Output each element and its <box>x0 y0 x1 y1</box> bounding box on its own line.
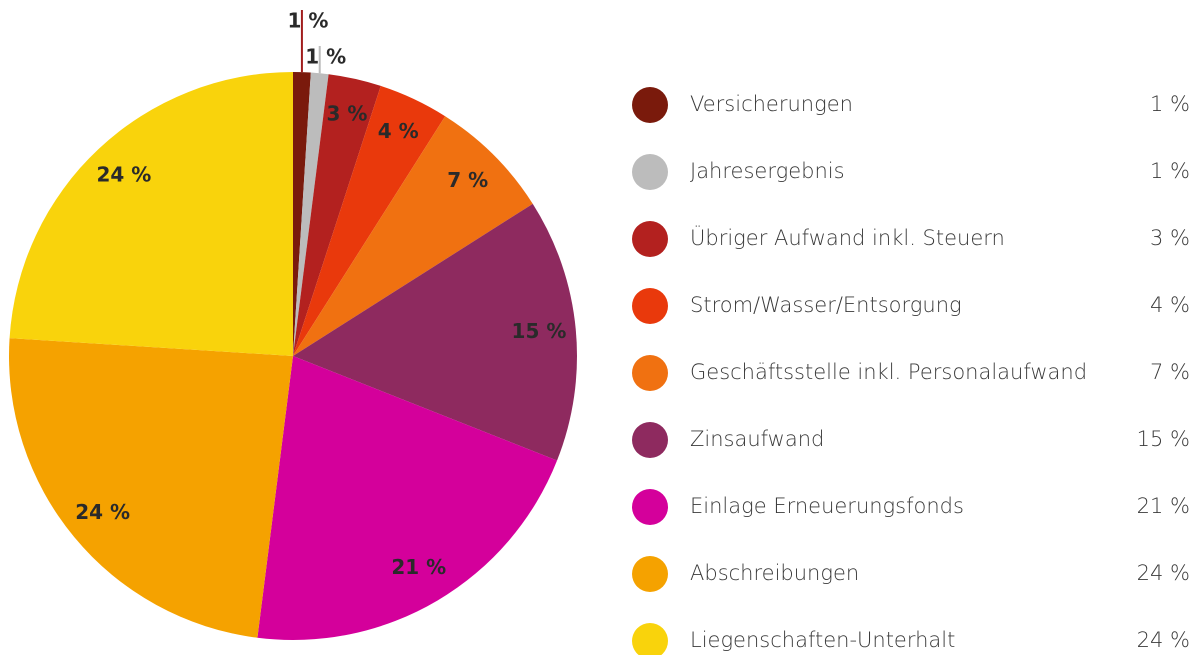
slice-label: 4 % <box>378 119 419 143</box>
legend-swatch <box>632 422 668 458</box>
legend-label: Strom/Wasser/Entsorgung <box>690 293 962 317</box>
legend-swatch <box>632 556 668 592</box>
slice-label: 24 % <box>96 162 151 186</box>
legend-value: 24 % <box>1137 628 1190 652</box>
legend-label: Versicherungen <box>690 92 853 116</box>
pie-slice <box>8 338 293 638</box>
legend-swatch <box>632 221 668 257</box>
slice-label: 7 % <box>447 168 488 192</box>
legend-value: 7 % <box>1150 360 1190 384</box>
legend-label: Abschreibungen <box>690 561 859 585</box>
pie-slice <box>293 203 577 461</box>
legend-swatch <box>632 288 668 324</box>
legend-value: 21 % <box>1137 494 1190 518</box>
legend-label: Geschäftsstelle inkl. Personalaufwand <box>690 360 1087 384</box>
legend-label: Liegenschaften-Unterhalt <box>690 628 955 652</box>
slice-label: 24 % <box>75 500 130 524</box>
legend-label: Jahresergebnis <box>690 159 845 183</box>
legend-value: 15 % <box>1137 427 1190 451</box>
legend-value: 24 % <box>1137 561 1190 585</box>
legend-swatch <box>632 87 668 123</box>
pie-slice <box>9 72 293 356</box>
legend-label: Zinsaufwand <box>690 427 824 451</box>
pie-slice <box>293 72 311 356</box>
pie-slice <box>293 74 381 356</box>
legend-swatch <box>632 355 668 391</box>
legend-value: 1 % <box>1150 92 1190 116</box>
pie-slice <box>293 116 533 356</box>
pie-slice <box>293 72 329 356</box>
pie-slice <box>257 356 558 640</box>
legend-swatch <box>632 154 668 190</box>
slice-label: 1 % <box>287 9 328 33</box>
slice-label: 21 % <box>391 555 446 579</box>
legend-swatch <box>632 489 668 525</box>
legend-label: Einlage Erneuerungsfonds <box>690 494 964 518</box>
slice-label: 1 % <box>305 45 346 69</box>
slice-label: 3 % <box>326 101 367 125</box>
legend-label: Übriger Aufwand inkl. Steuern <box>690 224 1005 250</box>
pie-slice <box>293 85 446 356</box>
legend-swatch <box>632 623 668 655</box>
legend-value: 1 % <box>1150 159 1190 183</box>
slice-label: 15 % <box>512 319 567 343</box>
legend-value: 3 % <box>1150 226 1190 250</box>
legend-value: 4 % <box>1150 293 1190 317</box>
